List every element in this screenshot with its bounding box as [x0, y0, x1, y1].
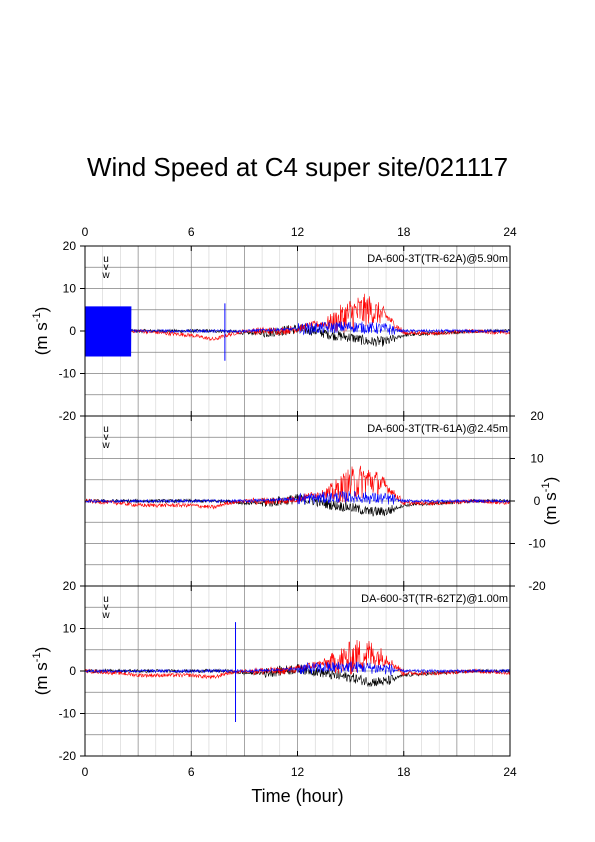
instrument-label: DA-600-3T(TR-62TZ)@1.00m — [361, 593, 508, 605]
y-tick-label: 20 — [530, 409, 544, 423]
legend-w: w — [101, 270, 110, 281]
y-tick-label: -10 — [528, 537, 546, 551]
x-tick-label-bottom: 24 — [503, 765, 517, 779]
y-axis-label-close: ) — [32, 307, 51, 313]
y-axis-label-unit: (m s — [32, 662, 51, 695]
panel-2: 20 10 0 -10 -20 (m s-1) uvw DA-600-3T(TR-61A)@2… — [84, 409, 560, 593]
series-v-line — [84, 639, 511, 680]
x-tick-label-bottom: 18 — [397, 765, 411, 779]
y-axis-label: (m s-1) — [540, 477, 560, 526]
legend-w: w — [101, 440, 110, 451]
x-tick-label-top: 6 — [188, 225, 195, 239]
legend-v: v — [104, 262, 109, 273]
y-axis-label-unit: (m s — [541, 492, 560, 525]
y-axis-label-unit: (m s — [32, 322, 51, 355]
legend-w: w — [101, 610, 110, 621]
y-tick-label: -20 — [528, 579, 546, 593]
y-axis-label-close: ) — [32, 647, 51, 653]
y-tick-label: 10 — [63, 282, 77, 296]
y-axis-label-exponent: -1 — [31, 312, 43, 322]
series-v-line — [84, 293, 511, 342]
y-tick-label: 0 — [69, 324, 76, 338]
event-oscillation — [84, 306, 132, 357]
y-axis-label-exponent: -1 — [540, 482, 552, 492]
series-w-line — [84, 490, 511, 505]
y-tick-label: -20 — [59, 409, 77, 423]
y-axis-label-exponent: -1 — [31, 652, 43, 662]
legend-u: u — [103, 594, 109, 605]
instrument-label: DA-600-3T(TR-61A)@2.45m — [367, 423, 508, 435]
y-tick-label: 20 — [63, 239, 77, 253]
legend-v: v — [104, 602, 109, 613]
y-tick-label: -20 — [59, 749, 77, 763]
x-tick-label-bottom: 12 — [291, 765, 305, 779]
y-tick-label: 10 — [63, 622, 77, 636]
y-axis-label: (m s-1) — [31, 647, 51, 696]
x-axis-label: Time (hour) — [251, 786, 343, 806]
y-tick-label: 10 — [530, 452, 544, 466]
legend-u: u — [103, 424, 109, 435]
x-tick-label-bottom: 6 — [188, 765, 195, 779]
instrument-label: DA-600-3T(TR-62A)@5.90m — [367, 253, 508, 265]
y-axis-label: (m s-1) — [31, 307, 51, 356]
chart-title: Wind Speed at C4 super site/021117 — [86, 152, 509, 182]
x-tick-label-bottom: 0 — [82, 765, 89, 779]
y-tick-label: 20 — [63, 579, 77, 593]
y-tick-label: 0 — [69, 664, 76, 678]
x-tick-label-top: 12 — [291, 225, 305, 239]
y-axis-label-close: ) — [541, 477, 560, 483]
y-tick-label: -10 — [59, 367, 77, 381]
series-w-line — [84, 321, 511, 336]
legend-u: u — [103, 254, 109, 265]
y-tick-label: 0 — [534, 494, 541, 508]
x-tick-label-top: 24 — [503, 225, 517, 239]
x-tick-label-top: 18 — [397, 225, 411, 239]
x-tick-label-top: 0 — [82, 225, 89, 239]
legend-v: v — [104, 432, 109, 443]
series-w-line — [84, 660, 511, 676]
y-tick-label: -10 — [59, 707, 77, 721]
